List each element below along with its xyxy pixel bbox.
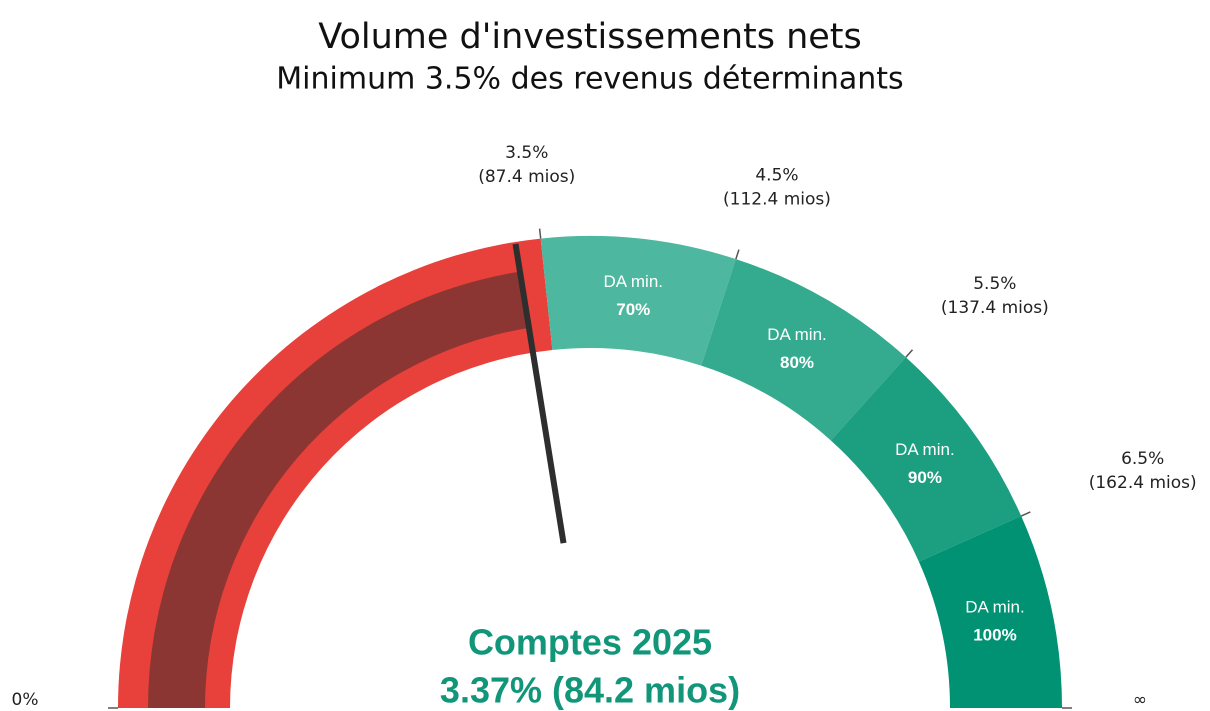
tick-mark xyxy=(905,349,914,358)
tick-mark xyxy=(735,249,740,260)
band-label: 90% xyxy=(908,468,942,487)
tick-label: ∞ xyxy=(1133,690,1147,710)
band-label: 100% xyxy=(973,625,1016,644)
chart-subtitle: Minimum 3.5% des revenus déterminants xyxy=(276,62,903,97)
value-label: 3.37% (84.2 mios) xyxy=(440,670,740,711)
needle xyxy=(512,243,567,544)
band-label: 70% xyxy=(616,300,650,319)
tick-label: 5.5% xyxy=(973,274,1016,294)
tick-label: (112.4 mios) xyxy=(723,189,831,209)
band-label: DA min. xyxy=(604,272,664,291)
band-label: DA min. xyxy=(895,440,955,459)
tick-label: (137.4 mios) xyxy=(941,298,1049,318)
band-label: DA min. xyxy=(965,597,1025,616)
gauge-band xyxy=(918,516,1062,708)
tick-label: 0% xyxy=(12,690,39,710)
caption: Comptes 2025 xyxy=(468,622,712,663)
tick-mark xyxy=(538,228,542,239)
gauge-band xyxy=(540,236,736,366)
tick-label: 3.5% xyxy=(505,143,548,163)
band-label: 80% xyxy=(780,353,814,372)
tick-label: (87.4 mios) xyxy=(478,167,575,187)
tick-label: 6.5% xyxy=(1121,449,1164,469)
tick-label: 4.5% xyxy=(755,165,798,185)
band-label: DA min. xyxy=(767,325,827,344)
value-band xyxy=(148,271,529,708)
tick-mark xyxy=(1020,511,1031,517)
gauge-band xyxy=(830,357,1022,562)
gauge-band xyxy=(701,259,906,441)
tick-label: (162.4 mios) xyxy=(1089,473,1197,493)
chart-title: Volume d'investissements nets xyxy=(318,17,862,57)
gauge-band xyxy=(118,238,553,708)
